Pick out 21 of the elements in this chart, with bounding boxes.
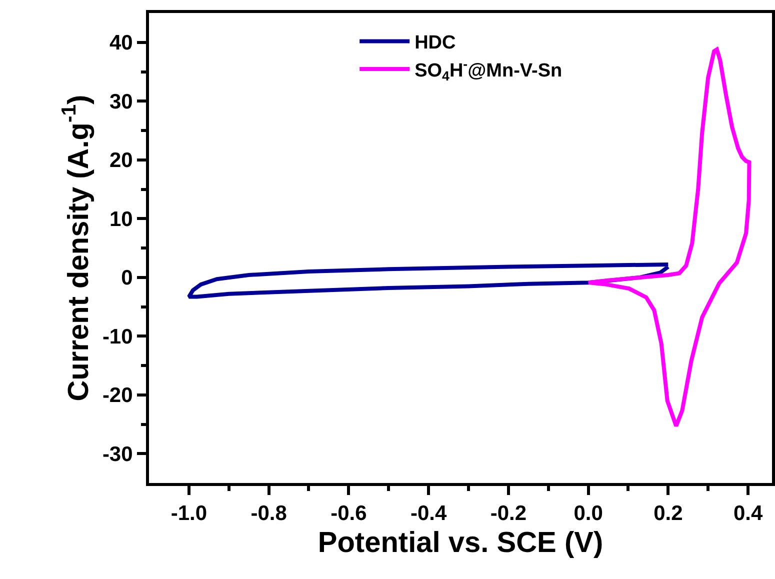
line-series <box>186 262 670 299</box>
y-tick-label: 0 <box>121 266 133 290</box>
line-series <box>586 47 752 428</box>
y-tick-label: 40 <box>109 32 133 55</box>
y-tick-label: 20 <box>109 149 133 172</box>
x-tick-label: 0.2 <box>654 502 683 526</box>
x-tick-label: 0.4 <box>733 502 763 526</box>
legend-label: HDC <box>414 32 456 54</box>
y-tick-label: 30 <box>109 90 133 114</box>
x-tick-label: -0.8 <box>250 502 288 526</box>
y-tick-label: 10 <box>109 208 133 231</box>
x-tick-label: -0.2 <box>490 502 527 526</box>
legend-label: SO$_{4}$H$^{-}$@Mn-V-Sn <box>414 56 562 84</box>
y-tick-label: -10 <box>102 325 133 348</box>
x-tick-label: -0.6 <box>330 502 367 526</box>
x-tick-label: -1.0 <box>170 502 208 526</box>
y-tick-label: -30 <box>102 442 133 466</box>
y-tick-label: -20 <box>102 384 133 408</box>
x-axis-title: Potential vs. SCE (V) <box>318 527 604 559</box>
x-tick-label: -0.4 <box>410 502 447 526</box>
x-tick-label: 0.0 <box>574 502 603 526</box>
